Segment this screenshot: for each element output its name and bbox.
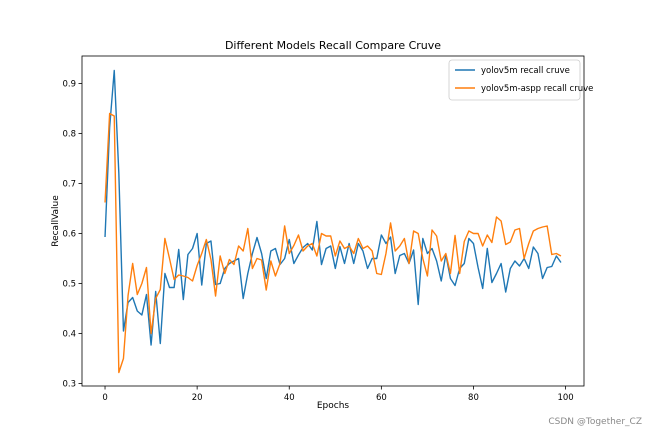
- x-axis-label: Epochs: [317, 401, 350, 411]
- series-layer: [104, 69, 562, 374]
- y-tick-label: 0.3: [62, 380, 76, 390]
- x-tick-label: 40: [284, 393, 295, 403]
- chart-title: Different Models Recall Compare Cruve: [225, 39, 441, 52]
- legend-label-yolov5m-aspp: yolov5m-aspp recall cruve: [481, 84, 593, 94]
- plot-frame: [81, 55, 585, 387]
- series-line-yolov5m: [104, 69, 562, 346]
- y-tick-label: 0.8: [62, 130, 76, 140]
- y-tick-label: 0.4: [62, 330, 76, 340]
- x-tick-label: 60: [376, 393, 387, 403]
- y-tick-label: 0.5: [62, 280, 76, 290]
- series-line-yolov5m-aspp: [104, 112, 562, 374]
- y-axis-label: RecallValue: [51, 195, 61, 247]
- x-tick-label: 20: [192, 393, 203, 403]
- plot-area: [82, 56, 584, 386]
- y-tick-label: 0.6: [62, 230, 76, 240]
- legend-label-yolov5m: yolov5m recall cruve: [481, 66, 570, 76]
- y-axis: 0.3 0.4 0.5 0.6 0.7 0.8 0.9: [62, 80, 82, 390]
- x-tick-label: 80: [468, 393, 479, 403]
- x-axis: 0 20 40 60 80 100: [102, 386, 574, 403]
- legend-box: [448, 59, 581, 101]
- watermark: CSDN @Together_CZ: [548, 417, 642, 427]
- x-tick-label: 0: [102, 393, 107, 403]
- y-tick-label: 0.7: [62, 180, 76, 190]
- y-tick-label: 0.9: [62, 80, 76, 90]
- x-tick-label: 100: [557, 393, 573, 403]
- legend: yolov5m recall cruve yolov5m-aspp recall…: [448, 59, 593, 101]
